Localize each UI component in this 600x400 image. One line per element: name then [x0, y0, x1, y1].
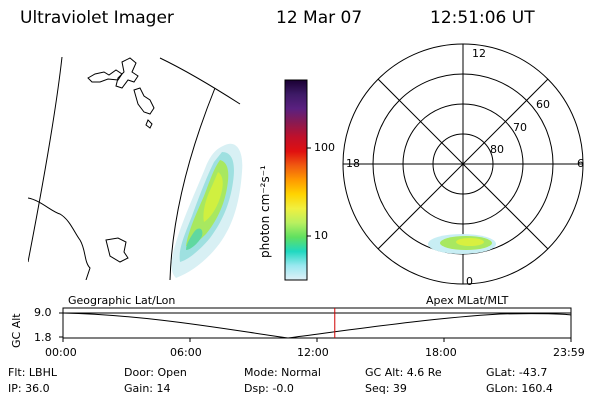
- coastline: [115, 57, 139, 89]
- polar-plot: [342, 43, 584, 285]
- polar-lat-label: 80: [490, 143, 504, 156]
- polar-aurora-core: [456, 238, 484, 246]
- coastline: [87, 69, 123, 83]
- status-gain: Gain: 14: [124, 382, 171, 395]
- polar-mlt-label: 0: [466, 275, 473, 288]
- map-grid-line: [159, 57, 241, 105]
- timeline-y-bottom: 1.8: [34, 331, 52, 344]
- status-filter: Flt: LBHL: [8, 366, 57, 379]
- altitude-curve: [62, 312, 572, 339]
- timeline-x-tick-label: 23:59: [553, 346, 585, 359]
- aurora-core: [203, 172, 223, 222]
- coastline: [105, 237, 129, 263]
- colorbar-tick-label: 100: [314, 141, 335, 154]
- coastline: [28, 197, 91, 280]
- time-label: 12:51:06 UT: [430, 8, 535, 28]
- status-gc-alt: GC Alt: 4.6 Re: [365, 366, 442, 379]
- timeline-panel: [59, 307, 572, 342]
- colorbar-unit-label: photon cm⁻²s⁻¹: [258, 165, 272, 258]
- polar-mlt-label: 18: [346, 157, 360, 170]
- timeline-left-title: Geographic Lat/Lon: [68, 294, 176, 307]
- timeline-right-title: Apex MLat/MLT: [426, 294, 509, 307]
- polar-mlt-label: 6: [577, 157, 584, 170]
- map-grid-line: [169, 87, 216, 280]
- timeline-y-top: 9.0: [34, 306, 52, 319]
- status-glat: GLat: -43.7: [486, 366, 548, 379]
- geographic-map: [28, 56, 243, 280]
- timeline-axis-label: GC Alt: [10, 313, 23, 348]
- coastline: [133, 87, 155, 115]
- polar-spoke: [377, 78, 549, 250]
- coastline: [145, 119, 153, 129]
- timeline-x-tick-label: 12:00: [297, 346, 329, 359]
- status-dsp: Dsp: -0.0: [244, 382, 294, 395]
- date-label: 12 Mar 07: [276, 8, 363, 28]
- status-mode: Mode: Normal: [244, 366, 321, 379]
- aurora-patch: [186, 228, 203, 250]
- polar-lat-label: 70: [513, 121, 527, 134]
- status-ip: IP: 36.0: [8, 382, 50, 395]
- status-glon: GLon: 160.4: [486, 382, 553, 395]
- colorbar-bar: [284, 79, 308, 281]
- timeline-x-tick-label: 06:00: [170, 346, 202, 359]
- instrument-title: Ultraviolet Imager: [20, 8, 174, 28]
- status-seq: Seq: 39: [365, 382, 407, 395]
- polar-lat-label: 60: [536, 98, 550, 111]
- timeline-x-tick-label: 18:00: [425, 346, 457, 359]
- timeline-x-tick-label: 00:00: [45, 346, 77, 359]
- status-door: Door: Open: [124, 366, 187, 379]
- colorbar: [284, 79, 311, 281]
- polar-mlt-label: 12: [472, 47, 486, 60]
- map-grid-line: [28, 56, 63, 263]
- colorbar-tick-label: 10: [314, 229, 328, 242]
